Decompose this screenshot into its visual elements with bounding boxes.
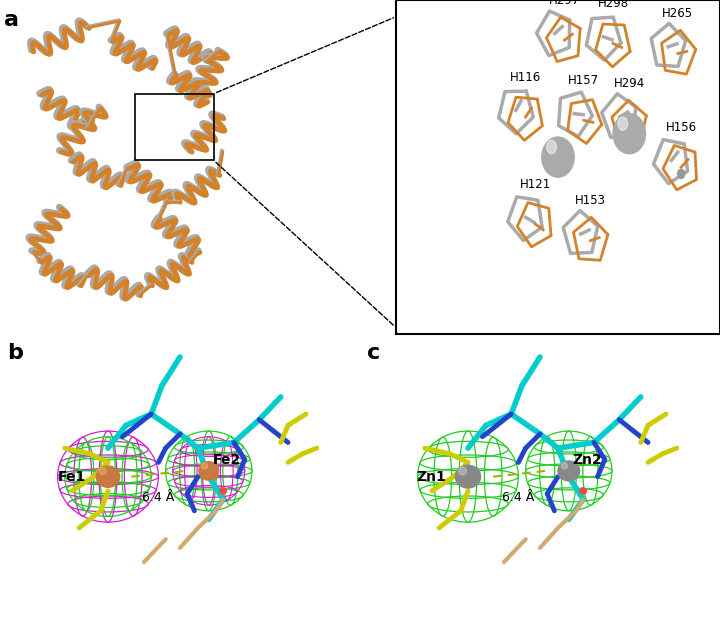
Ellipse shape: [562, 462, 568, 469]
Text: Fe2: Fe2: [212, 452, 240, 467]
Ellipse shape: [580, 488, 587, 494]
Text: 6.4 Å: 6.4 Å: [503, 491, 534, 504]
Ellipse shape: [541, 137, 575, 177]
Text: H116: H116: [510, 71, 541, 84]
Text: H297: H297: [549, 0, 580, 7]
Text: H298: H298: [598, 0, 629, 10]
Ellipse shape: [220, 488, 226, 494]
Ellipse shape: [201, 462, 208, 469]
Ellipse shape: [678, 169, 685, 178]
Text: Fe1: Fe1: [58, 470, 86, 483]
Bar: [135, 93, 214, 160]
Text: H156: H156: [665, 121, 697, 134]
Ellipse shape: [99, 467, 107, 475]
Ellipse shape: [199, 462, 219, 480]
Ellipse shape: [613, 114, 646, 154]
Ellipse shape: [546, 141, 557, 154]
Text: H153: H153: [575, 194, 606, 207]
Ellipse shape: [455, 465, 481, 488]
Ellipse shape: [618, 117, 628, 131]
Ellipse shape: [96, 466, 120, 487]
Text: Zn1: Zn1: [417, 470, 446, 483]
Text: 6.4 Å: 6.4 Å: [143, 491, 174, 504]
Text: H265: H265: [662, 7, 693, 20]
Ellipse shape: [558, 461, 580, 481]
Text: Zn2: Zn2: [572, 452, 602, 467]
Text: c: c: [367, 343, 380, 363]
Text: H157: H157: [568, 74, 600, 87]
Text: b: b: [7, 343, 23, 363]
Text: H121: H121: [520, 178, 551, 191]
Ellipse shape: [459, 467, 467, 475]
Text: a: a: [4, 10, 19, 30]
Text: H294: H294: [613, 77, 645, 90]
